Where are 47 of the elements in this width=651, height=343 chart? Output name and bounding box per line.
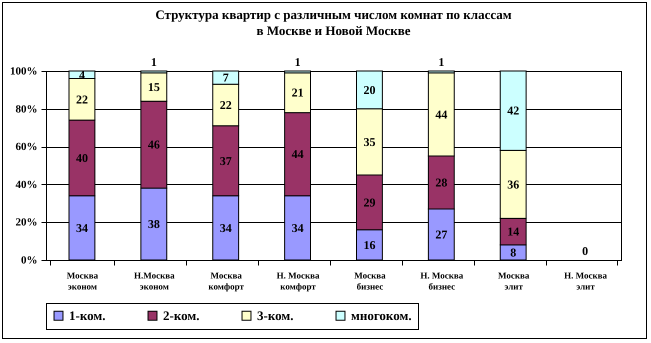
y-tick-label: 20% (16, 216, 38, 229)
legend-label: 1-ком. (69, 308, 106, 323)
legend-label: многоком. (351, 308, 412, 323)
x-tick-label: Москва комфорт (208, 270, 245, 292)
data-label: 20 (363, 82, 376, 97)
data-label: 36 (507, 177, 520, 192)
data-label: 1 (294, 55, 301, 69)
data-label: 34 (76, 220, 88, 235)
data-label: 44 (292, 147, 304, 162)
data-label: 42 (507, 104, 520, 118)
data-label: 22 (220, 98, 232, 112)
data-label: 0 (582, 244, 588, 258)
data-label: 46 (148, 138, 160, 152)
data-label: 37 (220, 154, 232, 168)
x-tick-label: Москва элит (498, 270, 530, 292)
data-label: 22 (76, 92, 88, 106)
data-label: 1 (150, 55, 157, 69)
data-label: 8 (510, 245, 516, 260)
data-label: 21 (292, 86, 304, 100)
data-label: 14 (507, 224, 520, 239)
chart-title: Структура квартир с различным числом комнат по классам в Москве и Новой Москве (155, 7, 512, 38)
data-label: 1 (438, 55, 444, 69)
data-label: 28 (435, 176, 448, 190)
x-tick-label: Москва бизнес (354, 270, 386, 292)
legend-label: 3-ком. (257, 308, 294, 323)
y-tick-label: 40% (16, 178, 38, 191)
data-label: 40 (76, 150, 88, 165)
y-tick-label: 0% (21, 254, 38, 266)
x-tick-label: Н. Москва бизнес (420, 270, 464, 292)
x-tick-label: Москва эконом (66, 270, 99, 292)
x-tick-label: Н. Москва элит (564, 270, 608, 292)
data-label: 7 (222, 70, 229, 85)
data-label: 38 (148, 217, 160, 232)
data-label: 35 (363, 134, 376, 149)
data-label: 29 (363, 195, 376, 210)
x-tick-label: Н. Москва комфорт (276, 270, 320, 292)
data-label: 44 (435, 107, 448, 122)
y-tick-label: 80% (16, 103, 38, 116)
data-label: 15 (148, 80, 160, 94)
data-label: 27 (435, 227, 448, 242)
y-tick-label: 100% (10, 66, 38, 78)
data-label: 34 (292, 220, 304, 235)
y-tick-label: 60% (16, 141, 38, 154)
legend-label: 2-ком. (163, 308, 200, 323)
x-tick-label: Н.Москва эконом (134, 270, 176, 292)
data-label: 34 (220, 220, 232, 235)
data-label: 16 (363, 238, 376, 252)
